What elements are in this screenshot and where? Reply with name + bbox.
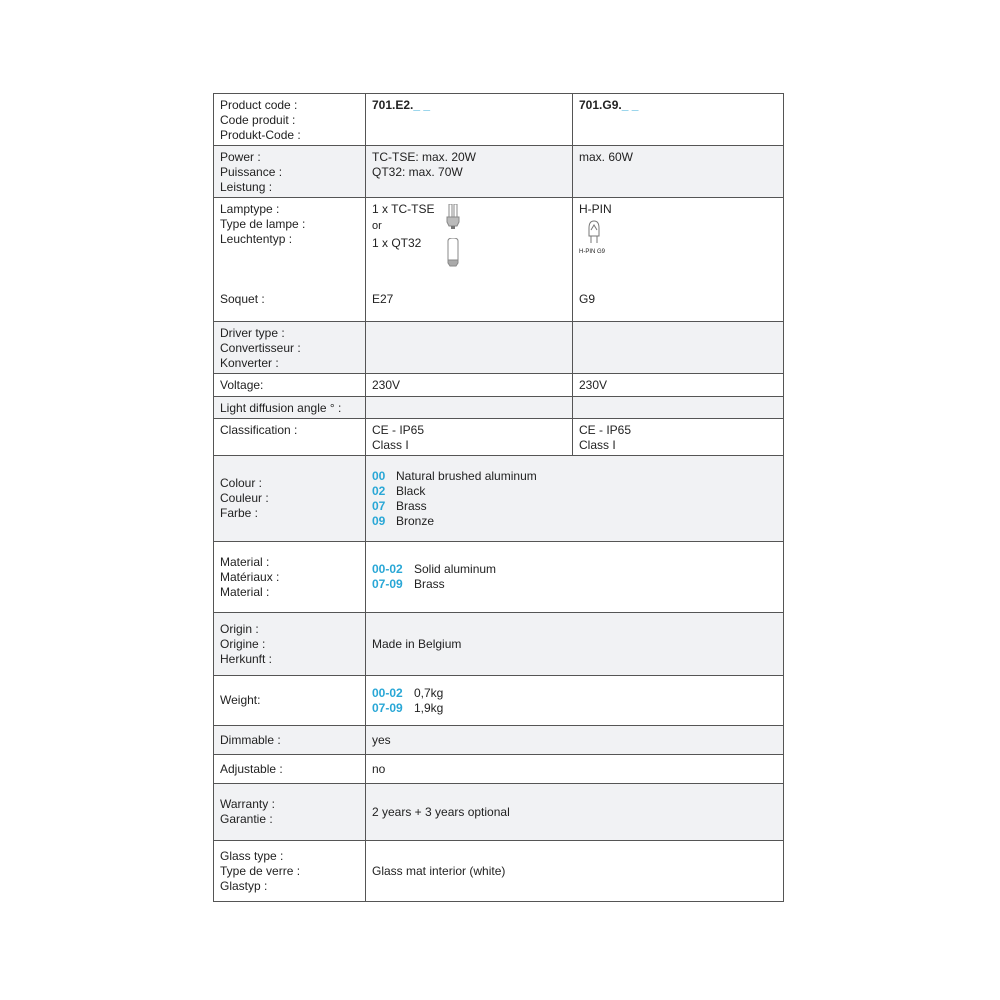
colour-item: 02 Black	[372, 483, 426, 498]
row-origin: Origin : Origine : Herkunft : Made in Belg…	[213, 612, 784, 676]
row-dimmable: Dimmable : yes	[213, 725, 784, 755]
value: G9	[579, 292, 596, 306]
value: 1 x TC-TSE	[372, 202, 435, 216]
label: Lamptype :	[220, 202, 280, 216]
value: Made in Belgium	[365, 612, 784, 676]
spec-table: Product code : Code produit : Produkt-Code…	[213, 93, 784, 902]
label: Glass type :	[220, 848, 284, 863]
label: Type de lampe :	[220, 217, 306, 231]
row-classification: Classification : CE - IP65 Class I CE - I…	[213, 418, 784, 456]
row-driver: Driver type : Convertisseur : Konverter :	[213, 321, 784, 374]
label: Colour :	[220, 476, 263, 490]
value: CE - IP65	[579, 423, 632, 437]
code-suffix: _ _	[621, 98, 639, 112]
tubular-halogen-lamp-icon	[447, 238, 459, 267]
label: Weight:	[213, 675, 366, 726]
weight-item: 07-09 1,9kg	[372, 700, 444, 715]
colour-item: 00 Natural brushed aluminum	[372, 468, 537, 483]
row-colour: Colour : Couleur : Farbe : 00 Natural brush…	[213, 455, 784, 542]
value: or	[372, 220, 382, 232]
row-adjustable: Adjustable : no	[213, 754, 784, 784]
value: H-PIN	[579, 202, 612, 216]
label: Couleur :	[220, 491, 269, 505]
label: Material :	[220, 554, 270, 569]
row-diffusion: Light diffusion angle ° :	[213, 396, 784, 419]
label: Power :	[220, 150, 261, 164]
label: Light diffusion angle ° :	[213, 396, 366, 419]
label: Leistung :	[220, 180, 273, 194]
row-power: Power : Puissance : Leistung : TC-TSE: max…	[213, 145, 784, 198]
row-weight: Weight: 00-02 0,7kg 07-09 1,9kg	[213, 675, 784, 726]
row-lamptype: Lamptype : Type de lampe : Leuchtentyp : So…	[213, 197, 784, 322]
product-code-g9: 701.G9.	[579, 98, 622, 112]
product-code-e27: 701.E2.	[372, 98, 414, 112]
value: QT32: max. 70W	[372, 165, 463, 179]
label: Soquet :	[220, 292, 265, 306]
label: Origin :	[220, 621, 259, 636]
label: Warranty :	[220, 797, 275, 811]
value: Glass mat interior (white)	[365, 840, 784, 902]
value: 2 years + 3 years optional	[365, 783, 784, 841]
row-glass: Glass type : Type de verre : Glastyp : Gla…	[213, 840, 784, 902]
value: Class I	[579, 438, 616, 452]
weight-item: 00-02 0,7kg	[372, 685, 444, 700]
label: Code produit :	[220, 113, 296, 127]
label: Product code :	[220, 98, 298, 112]
compact-fluorescent-lamp-icon	[446, 204, 460, 229]
value: no	[365, 754, 784, 784]
label: Herkunft :	[220, 651, 273, 666]
row-voltage: Voltage: 230V 230V	[213, 373, 784, 397]
value: 230V	[365, 373, 573, 397]
label: Dimmable :	[213, 725, 366, 755]
row-material: Material : Matériaux : Material : 00-02 Sol…	[213, 541, 784, 613]
label: Glastyp :	[220, 878, 268, 893]
label: Driver type :	[220, 326, 285, 340]
row-warranty: Warranty : Garantie : 2 years + 3 years o…	[213, 783, 784, 841]
label: Type de verre :	[220, 863, 301, 878]
value: 1 x QT32	[372, 236, 422, 250]
label: Leuchtentyp :	[220, 232, 293, 246]
row-product-code: Product code : Code produit : Produkt-Code…	[213, 93, 784, 146]
colour-item: 07 Brass	[372, 498, 427, 513]
label: Puissance :	[220, 165, 283, 179]
material-item: 07-09 Brass	[372, 577, 445, 591]
icon-caption: H-PIN G9	[579, 249, 606, 255]
value: TC-TSE: max. 20W	[372, 150, 477, 164]
label: Origine :	[220, 636, 266, 651]
label: Classification :	[213, 418, 366, 456]
label: Konverter :	[220, 356, 279, 370]
label: Produkt-Code :	[220, 128, 301, 142]
value: E27	[372, 292, 394, 306]
value: max. 60W	[579, 150, 634, 164]
value: Class I	[372, 438, 409, 452]
value: CE - IP65	[372, 423, 425, 437]
label: Adjustable :	[213, 754, 366, 784]
label: Material :	[220, 584, 270, 599]
value: 230V	[572, 373, 784, 397]
code-suffix: _ _	[413, 98, 431, 112]
label: Farbe :	[220, 506, 259, 520]
g9-halogen-capsule-icon	[588, 220, 600, 243]
label: Convertisseur :	[220, 341, 301, 355]
label: Voltage:	[213, 373, 366, 397]
colour-item: 09 Bronze	[372, 513, 435, 528]
label: Garantie :	[220, 812, 273, 826]
label: Matériaux :	[220, 569, 280, 584]
material-item: 00-02 Solid aluminum	[372, 562, 497, 576]
value: yes	[365, 725, 784, 755]
